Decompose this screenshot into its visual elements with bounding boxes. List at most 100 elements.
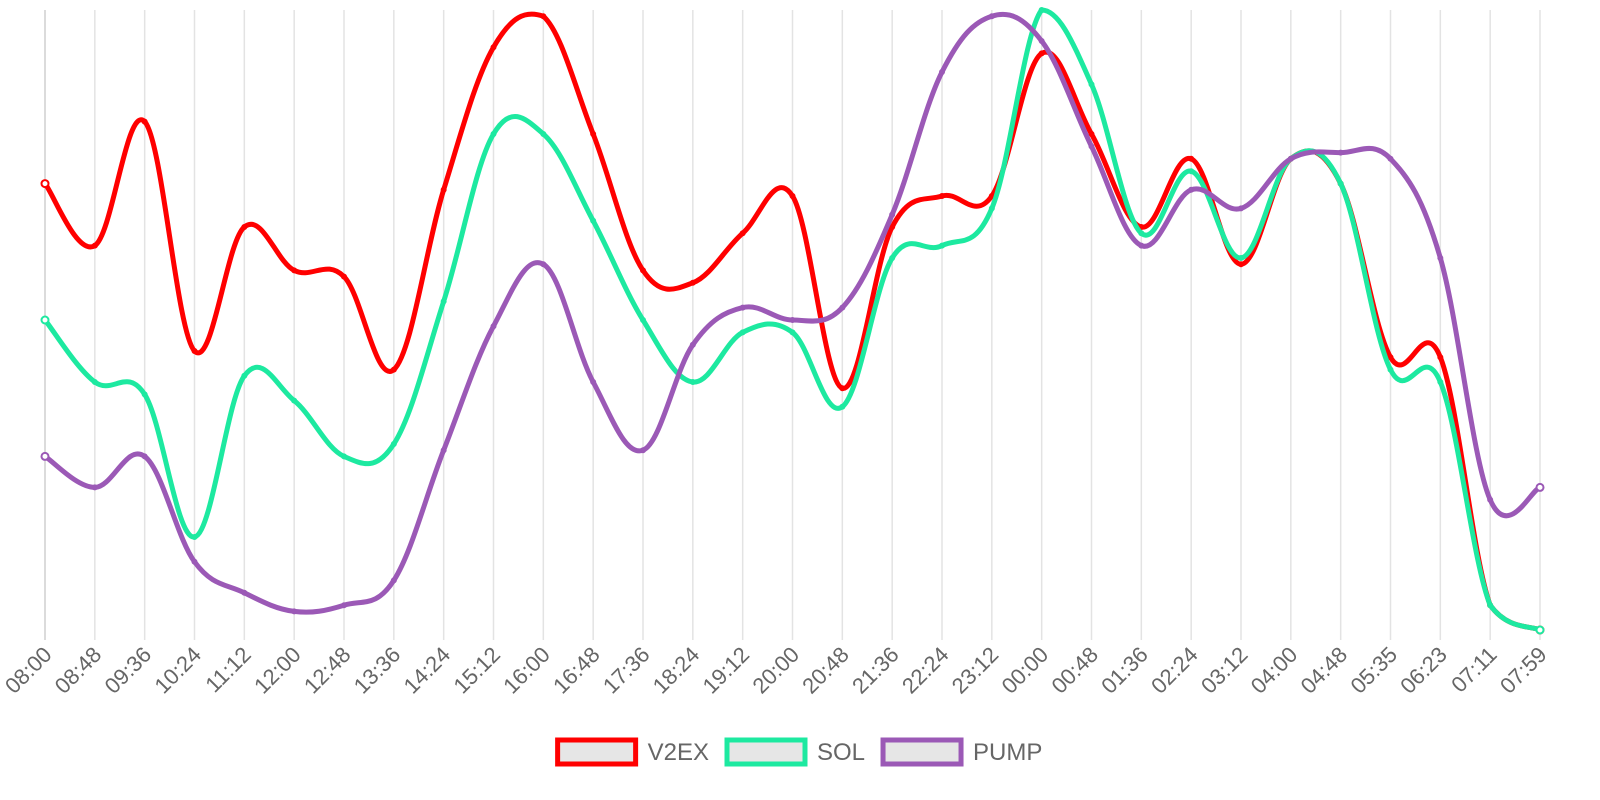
data-point-sol[interactable] <box>1437 379 1444 385</box>
x-tick-label: 19:12 <box>698 642 755 699</box>
data-point-pump[interactable] <box>440 447 447 454</box>
data-point-sol[interactable] <box>939 242 945 249</box>
data-point-pump[interactable] <box>1437 255 1444 261</box>
data-point-pump[interactable] <box>789 317 796 323</box>
data-point-v2ex[interactable] <box>789 193 796 199</box>
data-point-pump[interactable] <box>1387 155 1394 162</box>
data-point-sol[interactable] <box>141 391 148 398</box>
data-point-sol[interactable] <box>540 131 547 137</box>
data-point-pump[interactable] <box>540 261 547 268</box>
data-point-v2ex[interactable] <box>390 366 397 373</box>
data-point-sol[interactable] <box>1337 180 1344 187</box>
data-point-pump[interactable] <box>1188 186 1195 193</box>
data-point-sol[interactable] <box>1238 255 1244 261</box>
data-point-sol[interactable] <box>1535 625 1545 635</box>
x-tick-label: 12:00 <box>249 642 306 699</box>
data-point-v2ex[interactable] <box>490 44 497 51</box>
data-point-v2ex[interactable] <box>1387 354 1394 361</box>
data-point-pump[interactable] <box>1487 496 1494 503</box>
data-point-sol[interactable] <box>739 329 746 336</box>
x-tick-label: 08:00 <box>0 642 57 699</box>
data-point-sol[interactable] <box>341 453 347 460</box>
data-point-v2ex[interactable] <box>341 273 347 280</box>
data-point-v2ex[interactable] <box>1088 131 1095 137</box>
data-point-pump[interactable] <box>241 589 248 596</box>
data-point-v2ex[interactable] <box>640 267 646 274</box>
x-tick-label: 00:00 <box>997 642 1054 699</box>
data-point-v2ex[interactable] <box>440 186 447 193</box>
data-point-v2ex[interactable] <box>590 131 597 137</box>
data-point-pump[interactable] <box>40 451 50 461</box>
data-point-v2ex[interactable] <box>291 267 298 274</box>
data-point-sol[interactable] <box>91 379 98 385</box>
data-point-sol[interactable] <box>1038 7 1045 13</box>
data-point-pump[interactable] <box>689 341 696 348</box>
data-point-v2ex[interactable] <box>939 193 945 199</box>
data-point-sol[interactable] <box>191 534 198 540</box>
data-point-sol[interactable] <box>490 131 497 137</box>
data-point-pump[interactable] <box>1287 155 1294 162</box>
x-tick-label: 04:00 <box>1246 642 1303 699</box>
data-point-pump[interactable] <box>390 577 397 584</box>
data-point-pump[interactable] <box>1038 38 1045 44</box>
legend[interactable]: V2EX SOL PUMP <box>555 737 1043 767</box>
data-point-v2ex[interactable] <box>689 279 696 286</box>
data-point-pump[interactable] <box>1535 482 1545 492</box>
data-point-sol[interactable] <box>988 205 995 212</box>
data-point-sol[interactable] <box>1487 602 1494 609</box>
data-point-pump[interactable] <box>490 323 497 330</box>
data-point-sol[interactable] <box>1387 366 1394 373</box>
data-point-v2ex[interactable] <box>739 230 746 237</box>
data-point-v2ex[interactable] <box>540 13 547 20</box>
data-point-sol[interactable] <box>40 315 50 325</box>
x-tick-label: 18:24 <box>648 642 705 699</box>
data-point-pump[interactable] <box>141 453 148 460</box>
data-point-sol[interactable] <box>291 397 298 404</box>
legend-item-pump[interactable]: PUMP <box>880 737 1042 767</box>
data-point-v2ex[interactable] <box>839 385 846 392</box>
data-point-sol[interactable] <box>889 255 896 261</box>
data-point-v2ex[interactable] <box>889 224 896 230</box>
data-point-sol[interactable] <box>689 379 696 385</box>
data-point-pump[interactable] <box>1138 242 1145 249</box>
data-point-v2ex[interactable] <box>141 118 148 125</box>
data-point-pump[interactable] <box>291 608 298 615</box>
data-point-pump[interactable] <box>91 484 98 491</box>
data-point-pump[interactable] <box>1238 205 1244 212</box>
data-point-sol[interactable] <box>1188 168 1195 175</box>
data-point-pump[interactable] <box>889 211 896 218</box>
data-point-pump[interactable] <box>988 13 995 20</box>
data-point-v2ex[interactable] <box>1437 354 1444 361</box>
data-point-sol[interactable] <box>590 217 597 224</box>
data-point-v2ex[interactable] <box>1038 50 1045 57</box>
data-point-pump[interactable] <box>739 304 746 311</box>
data-point-v2ex[interactable] <box>40 179 50 189</box>
data-point-v2ex[interactable] <box>1238 261 1244 268</box>
data-point-sol[interactable] <box>1138 230 1145 237</box>
legend-item-v2ex[interactable]: V2EX <box>555 737 709 767</box>
data-point-sol[interactable] <box>640 317 646 323</box>
legend-swatch-pump <box>880 737 964 767</box>
data-point-sol[interactable] <box>839 403 846 410</box>
data-point-v2ex[interactable] <box>241 224 248 230</box>
data-point-v2ex[interactable] <box>1188 155 1195 162</box>
data-point-sol[interactable] <box>1088 81 1095 88</box>
x-tick-label: 20:00 <box>747 642 804 699</box>
data-point-pump[interactable] <box>191 558 198 565</box>
data-point-sol[interactable] <box>241 372 248 379</box>
legend-item-sol[interactable]: SOL <box>724 737 865 767</box>
data-point-sol[interactable] <box>390 441 397 447</box>
data-point-pump[interactable] <box>939 69 945 75</box>
data-point-pump[interactable] <box>640 447 646 454</box>
data-point-v2ex[interactable] <box>191 348 198 354</box>
data-point-pump[interactable] <box>1337 149 1344 156</box>
data-point-pump[interactable] <box>839 304 846 311</box>
data-point-v2ex[interactable] <box>91 242 98 249</box>
data-point-sol[interactable] <box>789 329 796 336</box>
data-point-sol[interactable] <box>440 298 447 305</box>
x-tick-label: 16:00 <box>498 642 555 699</box>
data-point-pump[interactable] <box>341 602 347 609</box>
data-point-pump[interactable] <box>590 379 597 385</box>
data-point-pump[interactable] <box>1088 143 1095 150</box>
